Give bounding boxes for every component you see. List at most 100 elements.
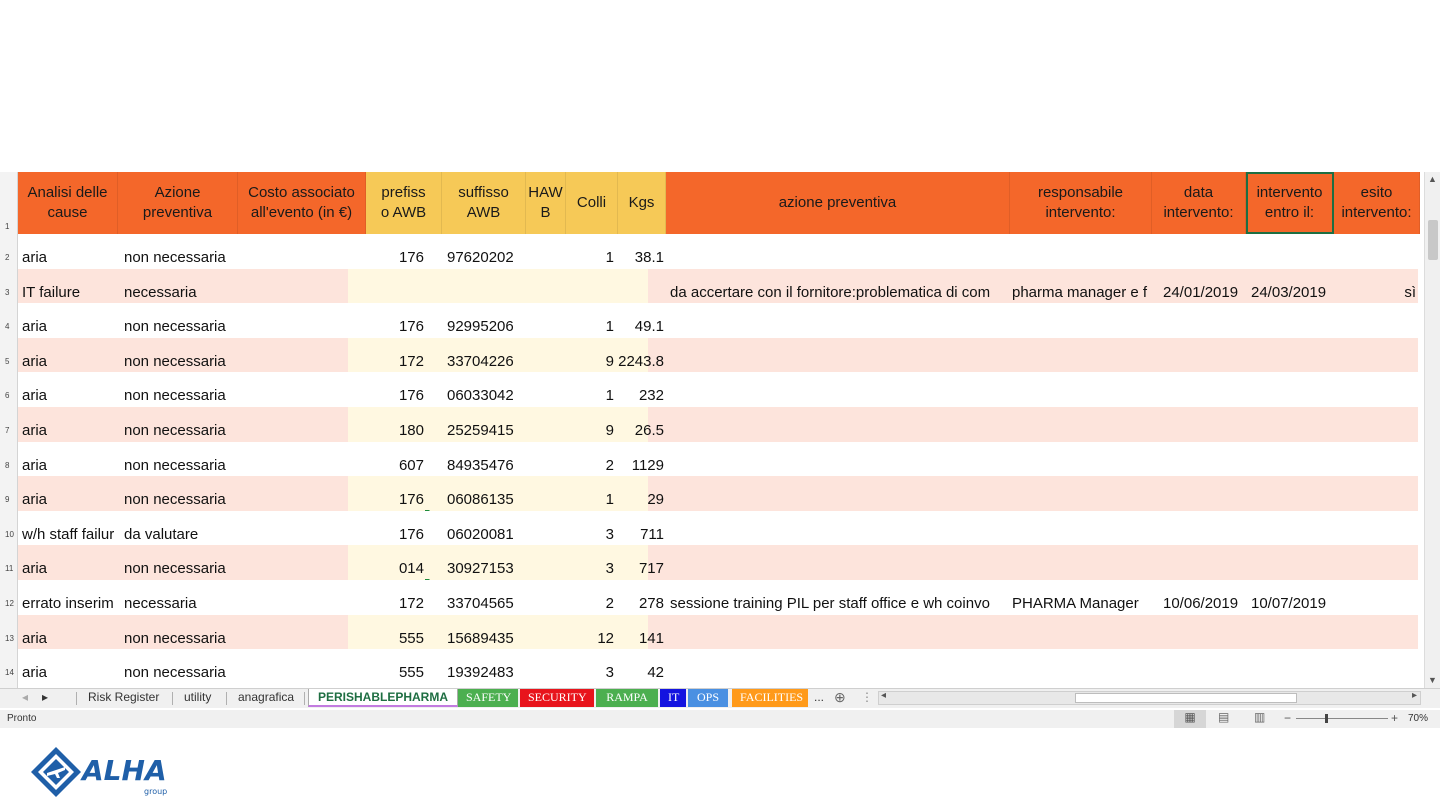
tab-scroll-right-icon[interactable]: ▸ (42, 690, 49, 704)
cell-colli[interactable]: 3 (605, 560, 614, 578)
header-esito[interactable]: esito intervento: (1334, 172, 1420, 234)
cell-colli[interactable]: 1 (605, 318, 614, 336)
cell-azione[interactable]: da valutare (124, 525, 199, 543)
cell-prefisso-awb[interactable]: 172 (398, 595, 424, 612)
cell-data-intervento[interactable]: 24/01/2019 (1163, 283, 1239, 301)
table-row[interactable] (18, 407, 1418, 442)
row-number[interactable]: 6 (5, 391, 10, 401)
table-row[interactable] (18, 441, 1418, 477)
header-colli[interactable]: Colli (566, 172, 618, 234)
cell-suffisso-awb[interactable]: 92995206 (447, 318, 514, 336)
table-row[interactable] (18, 649, 1418, 684)
cell-suffisso-awb[interactable]: 19392483 (447, 664, 514, 682)
tab-splitter-icon[interactable]: ⋮ (861, 690, 873, 704)
scroll-left-icon[interactable]: ◂ (881, 690, 887, 701)
cell-suffisso-awb[interactable]: 33704226 (447, 352, 514, 370)
cell-responsabile[interactable]: PHARMA Manager (1012, 595, 1139, 612)
cell-prefisso-awb[interactable]: 176 (398, 387, 424, 405)
cell-prefisso-awb[interactable]: 555 (398, 664, 424, 682)
cell-prefisso-awb[interactable]: 176 (398, 318, 424, 336)
zoom-level[interactable]: 70% (1408, 713, 1429, 724)
cell-kgs[interactable]: 38.1 (634, 249, 664, 266)
cell-suffisso-awb[interactable]: 84935476 (447, 456, 514, 474)
cell-data-intervento[interactable]: 10/06/2019 (1163, 595, 1239, 612)
sheet-tab-facilities[interactable]: FACILITIES (732, 689, 808, 707)
table-row[interactable] (18, 268, 1418, 304)
cell-intervento-entro[interactable]: 24/03/2019 (1251, 283, 1327, 301)
header-azione-preventiva[interactable]: azione preventiva (666, 172, 1010, 234)
scroll-up-icon[interactable]: ▲ (1428, 174, 1437, 184)
cell-esito[interactable]: sì (1404, 283, 1416, 301)
row-number[interactable]: 1 (5, 222, 10, 231)
cell-prefisso-awb[interactable]: 176 (398, 249, 424, 266)
row-number[interactable]: 8 (5, 460, 10, 470)
cell-kgs[interactable]: 232 (638, 387, 664, 405)
header-prefisso[interactable]: prefiss o AWB (366, 172, 442, 234)
sheet-tab-anagrafica[interactable]: anagrafica (238, 690, 295, 704)
cell-analisi[interactable]: IT failure (22, 283, 81, 301)
page-layout-icon[interactable]: ▤ (1218, 710, 1230, 724)
row-number[interactable]: 9 (5, 495, 10, 505)
row-number[interactable]: 11 (5, 564, 14, 574)
sheet-tab-rampa[interactable]: RAMPA (596, 689, 658, 707)
sheet-tab-utility[interactable]: utility (184, 690, 212, 704)
scroll-right-icon[interactable]: ▸ (1411, 690, 1417, 701)
cell-analisi[interactable]: aria (22, 352, 48, 370)
zoom-slider-thumb[interactable] (1325, 714, 1328, 723)
vertical-scrollbar[interactable]: ▲ ▼ (1424, 172, 1440, 688)
cell-azione[interactable]: non necessaria (124, 560, 226, 578)
cell-colli[interactable]: 12 (597, 629, 614, 647)
table-row[interactable] (18, 580, 1418, 615)
sheet-tab-security[interactable]: SECURITY (520, 689, 594, 707)
horizontal-scroll-thumb[interactable] (1075, 693, 1297, 703)
header-hawb[interactable]: HAW B (526, 172, 566, 234)
header-costo[interactable]: Costo associato all'evento (in €) (238, 172, 366, 234)
header-suffisso[interactable]: suffisso AWB (442, 172, 526, 234)
cell-prefisso-awb[interactable]: 555 (398, 629, 424, 647)
horizontal-scrollbar[interactable]: ◂ ▸ (878, 690, 1421, 705)
cell-responsabile[interactable]: pharma manager e f (1012, 283, 1148, 301)
sheet-tab-it[interactable]: IT (660, 689, 686, 707)
row-number[interactable]: 13 (5, 633, 14, 643)
cell-colli[interactable]: 1 (605, 387, 614, 405)
cell-analisi[interactable]: errato inserim (22, 595, 114, 612)
cell-kgs[interactable]: 42 (647, 664, 664, 682)
cell-suffisso-awb[interactable]: 06086135 (447, 491, 514, 509)
table-row[interactable] (18, 303, 1418, 338)
header-analisi[interactable]: Analisi delle cause (18, 172, 118, 234)
table-row[interactable] (18, 476, 1418, 511)
cell-suffisso-awb[interactable]: 06033042 (447, 387, 514, 405)
cell-analisi[interactable]: aria (22, 629, 48, 647)
add-sheet-icon[interactable]: ⊕ (834, 689, 846, 705)
cell-analisi[interactable]: aria (22, 318, 48, 336)
cell-kgs[interactable]: 1129 (631, 456, 664, 474)
cell-prefisso-awb[interactable]: 176 (398, 525, 424, 543)
cell-colli[interactable]: 3 (605, 525, 614, 543)
cell-suffisso-awb[interactable]: 30927153 (447, 560, 514, 578)
cell-azione[interactable]: non necessaria (124, 491, 226, 509)
tab-scroll-left-icon[interactable]: ◂ (22, 690, 29, 704)
cell-colli[interactable]: 3 (605, 664, 614, 682)
cell-suffisso-awb[interactable]: 97620202 (447, 249, 514, 266)
row-number[interactable]: 12 (5, 599, 14, 608)
page-break-preview-icon[interactable]: ▥ (1254, 710, 1266, 724)
table-row[interactable] (18, 234, 1418, 269)
cell-prefisso-awb[interactable]: 176 (398, 491, 424, 509)
cell-kgs[interactable]: 717 (638, 560, 664, 578)
row-number[interactable]: 3 (5, 287, 10, 297)
cell-analisi[interactable]: w/h staff failur (22, 525, 115, 543)
table-row[interactable] (18, 545, 1418, 580)
cell-analisi[interactable]: aria (22, 560, 48, 578)
cell-azione[interactable]: non necessaria (124, 249, 226, 266)
cell-azione[interactable]: necessaria (124, 595, 197, 612)
row-number[interactable]: 4 (5, 322, 10, 332)
sheet-tab-risk-register[interactable]: Risk Register (88, 690, 160, 704)
zoom-out-icon[interactable]: − (1284, 711, 1292, 725)
cell-analisi[interactable]: aria (22, 422, 48, 439)
sheet-tab-perishablepharma[interactable]: PERISHABLEPHARMA (308, 689, 458, 707)
cell-analisi[interactable]: aria (22, 491, 48, 509)
sheet-tab-ops[interactable]: OPS (688, 689, 728, 707)
cell-azione[interactable]: necessaria (124, 283, 197, 301)
table-row[interactable] (18, 614, 1418, 650)
cell-prefisso-awb[interactable]: 607 (398, 456, 424, 474)
